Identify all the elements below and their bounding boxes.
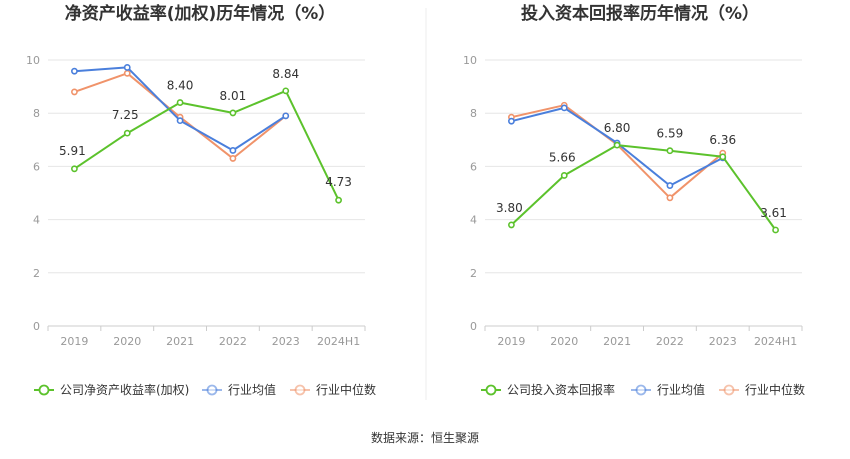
industry_avg-data-point — [176, 117, 184, 125]
y-tick-label: 2 — [470, 267, 477, 280]
industry_avg-data-point — [666, 182, 674, 189]
y-tick-label: 10 — [26, 54, 40, 67]
data-source-note: 数据来源：恒生聚源 — [371, 430, 479, 445]
company-data-point — [508, 221, 515, 229]
data-label: 4.73 — [325, 175, 352, 189]
roic-chart-panel: 投入资本回报率历年情况（%） 0 2 4 6 8 10 2019 2020 2021 2022 202… — [463, 3, 805, 397]
industry_median-series-line — [511, 104, 724, 199]
industry_avg-data-point — [71, 67, 78, 75]
x-tick-label: 2022 — [656, 335, 684, 348]
y-tick-label: 6 — [33, 160, 40, 173]
y-tick-label: 6 — [470, 160, 477, 173]
company-data-point — [719, 153, 727, 161]
y-tick-label: 4 — [470, 214, 477, 227]
legend-entry: 公司净资产收益率(加权) — [60, 382, 189, 397]
y-tick-label: 8 — [33, 107, 40, 120]
company-series-line — [510, 144, 777, 231]
x-tick-label: 2023 — [709, 335, 737, 348]
data-label: 6.80 — [604, 121, 631, 135]
legend-swatch-marker — [206, 384, 218, 396]
data-label: 8.40 — [167, 79, 194, 93]
data-label: 8.84 — [272, 67, 299, 81]
legend-entry: 行业中位数 — [745, 382, 805, 397]
industry_avg-data-point — [560, 104, 568, 112]
industry_avg-data-point — [508, 117, 515, 125]
legend-entry: 行业均值 — [657, 382, 705, 397]
company-data-point — [176, 99, 184, 106]
company-data-point — [560, 172, 568, 179]
legend-entry: 行业中位数 — [316, 382, 376, 397]
company-data-point — [772, 226, 779, 234]
x-tick-label: 2024H1 — [317, 335, 360, 348]
legend-swatch-marker — [294, 384, 306, 396]
company-series-line — [73, 89, 340, 201]
roe-chart-panel: 净资产收益率(加权)历年情况（%） 0 2 4 6 8 10 2019 2020 2021 2022… — [26, 3, 376, 397]
legend-swatch-marker — [723, 384, 735, 396]
data-label: 3.80 — [496, 201, 523, 215]
legend-entry: 公司投入资本回报率 — [507, 382, 615, 397]
data-label: 5.91 — [59, 144, 86, 158]
x-tick-label: 2021 — [166, 335, 194, 348]
legend-entry: 行业均值 — [228, 382, 276, 397]
industry_median-data-point — [71, 88, 78, 96]
x-tick-label: 2021 — [603, 335, 631, 348]
chart-title: 投入资本回报率历年情况（%） — [521, 3, 759, 24]
y-tick-label: 0 — [470, 320, 477, 333]
data-label: 8.01 — [220, 89, 247, 103]
legend-swatch-marker — [485, 384, 497, 396]
data-label: 7.25 — [112, 108, 139, 122]
x-tick-label: 2024H1 — [754, 335, 797, 348]
x-tick-label: 2020 — [550, 335, 578, 348]
data-label: 5.66 — [549, 150, 576, 164]
industry_avg-data-point — [229, 147, 237, 154]
y-tick-label: 4 — [33, 214, 40, 227]
data-label: 3.61 — [760, 206, 787, 220]
company-data-point — [613, 141, 621, 149]
industry_avg-data-point — [123, 64, 131, 71]
x-tick-label: 2020 — [113, 335, 141, 348]
company-data-point — [123, 129, 131, 137]
company-data-point — [282, 87, 290, 95]
x-tick-label: 2019 — [60, 335, 88, 348]
y-tick-label: 2 — [33, 267, 40, 280]
chart-title: 净资产收益率(加权)历年情况（%） — [65, 3, 336, 24]
x-tick-label: 2022 — [219, 335, 247, 348]
company-data-point — [229, 109, 237, 117]
legend-swatch-marker — [38, 384, 50, 396]
industry_median-data-point — [666, 194, 674, 202]
industry_median-data-point — [229, 155, 237, 162]
y-tick-label: 0 — [33, 320, 40, 333]
data-label: 6.36 — [709, 133, 736, 147]
legend-swatch-marker — [635, 384, 647, 396]
y-tick-label: 8 — [470, 107, 477, 120]
company-data-point — [666, 147, 674, 155]
industry_median-data-point — [123, 69, 131, 77]
y-tick-label: 10 — [463, 54, 477, 67]
data-label: 6.59 — [657, 127, 684, 141]
x-tick-label: 2019 — [497, 335, 525, 348]
company-data-point — [71, 165, 78, 173]
industry_avg-data-point — [282, 112, 290, 120]
company-data-point — [335, 196, 342, 204]
x-tick-label: 2023 — [272, 335, 300, 348]
